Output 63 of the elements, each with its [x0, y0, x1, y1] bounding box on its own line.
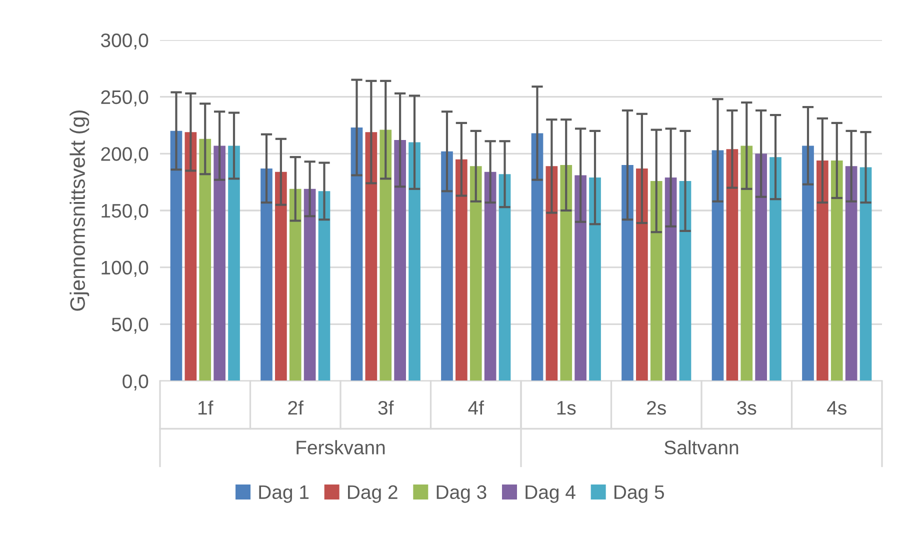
y-tick-label: 50,0	[112, 318, 148, 334]
bar	[860, 167, 872, 381]
x-tick-label: 2f	[288, 400, 304, 415]
bar	[498, 174, 511, 381]
bar	[228, 146, 240, 381]
bar	[574, 175, 586, 381]
legend-label: Dag 1	[259, 485, 309, 503]
bar	[755, 154, 767, 381]
y-tick-label: 300,0	[100, 33, 148, 50]
bar	[589, 178, 601, 381]
bar	[214, 146, 226, 381]
text: Ferskvann	[296, 440, 385, 454]
bar	[726, 149, 738, 381]
bar	[830, 160, 843, 381]
y-tick-label: 150,0	[102, 204, 148, 220]
x-tick-label: 2s	[647, 400, 666, 415]
x-tick-label: 4f	[468, 400, 484, 415]
y-tick-label: 200,0	[101, 147, 148, 164]
x-tick-label: 4s	[827, 401, 846, 415]
bar	[318, 191, 330, 381]
bar	[365, 132, 378, 381]
bar	[260, 168, 272, 381]
bar	[636, 168, 648, 381]
bar	[170, 130, 182, 381]
bar	[408, 142, 420, 381]
x-tick-label: 1f	[198, 400, 214, 415]
bar	[441, 151, 453, 381]
bar	[184, 132, 197, 381]
bar	[289, 188, 302, 381]
bar	[199, 138, 212, 381]
x-tick-label: 3s	[737, 400, 756, 415]
bar	[679, 180, 692, 381]
bar	[802, 146, 814, 381]
y-axis-title: Gjennomsnittsvekt (g)	[70, 110, 90, 311]
y-tick-label: 250,0	[101, 90, 148, 106]
bar	[304, 188, 316, 381]
y-tick-label: 0,0	[122, 374, 148, 391]
bar	[740, 146, 753, 381]
bar	[816, 160, 828, 381]
bar	[470, 166, 482, 381]
bar	[484, 172, 496, 381]
legend-label: Dag 4	[526, 485, 576, 503]
bar	[650, 180, 662, 381]
bar	[394, 140, 406, 381]
x-tick-label: 1s	[557, 401, 576, 415]
text: Saltvann	[664, 440, 738, 454]
bar	[770, 157, 782, 381]
bar	[622, 165, 634, 381]
bar	[275, 172, 287, 381]
bar	[456, 159, 468, 381]
bar	[560, 165, 572, 381]
bar	[546, 166, 558, 381]
y-tick-label: 100,0	[102, 260, 148, 277]
legend-label: Dag 2	[348, 485, 398, 503]
bar	[380, 130, 392, 381]
legend-label: Dag 5	[614, 485, 664, 503]
bar	[350, 128, 363, 381]
bar	[845, 166, 858, 381]
x-tick-label: 3f	[378, 400, 394, 415]
bar	[531, 133, 544, 381]
bar	[712, 150, 724, 381]
bar	[664, 178, 677, 381]
legend-label: Dag 3	[436, 485, 486, 503]
